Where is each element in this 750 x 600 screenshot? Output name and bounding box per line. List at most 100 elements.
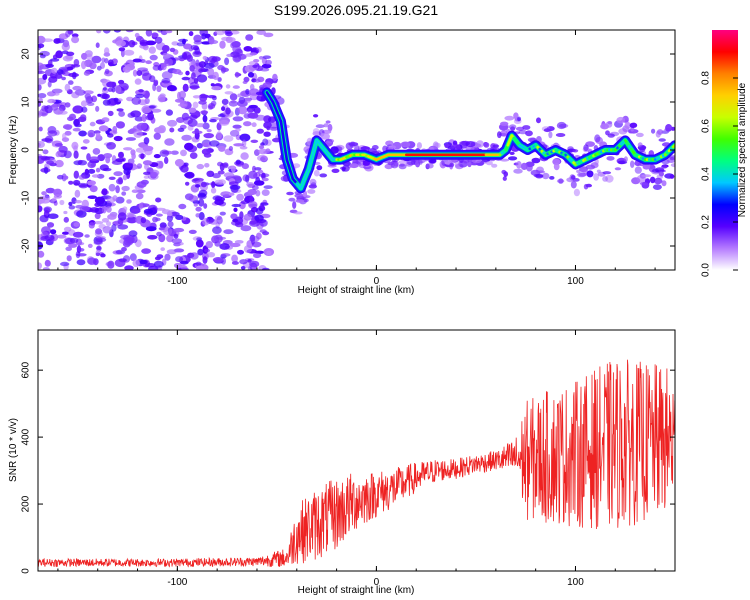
spectrogram-noise-blob — [211, 86, 222, 91]
spectrogram-halo-blob — [418, 159, 423, 165]
spectrogram-noise-blob — [209, 140, 220, 147]
spectrogram-halo-blob — [614, 167, 622, 171]
spectrogram-halo-blob — [516, 161, 522, 169]
spectrogram-noise-blob — [197, 192, 207, 198]
spectrogram-noise-blob — [64, 130, 72, 136]
spectrogram-noise-blob — [262, 231, 270, 236]
spectrogram-noise-blob — [53, 38, 61, 44]
spectrogram-noise-blob — [252, 165, 256, 173]
spectrogram-noise-blob — [106, 81, 116, 88]
spectrogram-noise-blob — [103, 153, 113, 159]
spectrogram-noise-blob — [180, 149, 187, 157]
spectrogram-noise-blob — [38, 250, 45, 258]
spectrogram-noise-blob — [56, 69, 64, 75]
spectrogram-noise-blob — [132, 259, 140, 268]
spectrogram-noise-blob — [95, 105, 100, 112]
spectrogram-noise-blob — [105, 156, 111, 164]
spectrogram-noise-blob — [225, 84, 231, 89]
spectrogram-noise-blob — [38, 35, 46, 44]
spectrogram-noise-blob — [106, 196, 116, 204]
spectrogram-noise-blob — [134, 78, 142, 85]
spectrogram-noise-blob — [53, 92, 60, 96]
spectrogram-noise-blob — [87, 129, 96, 138]
spectrogram-noise-blob — [74, 189, 81, 198]
spectrogram-halo-blob — [504, 115, 515, 121]
spectrogram-noise-blob — [246, 182, 255, 187]
spectrogram-noise-blob — [42, 267, 50, 270]
spectrogram-noise-blob — [195, 206, 202, 212]
spectrogram-y-ticks: -20 -10 0 10 20 — [21, 48, 675, 253]
spectrogram-noise-blob — [95, 237, 107, 243]
spectrogram-noise-blob — [255, 114, 266, 121]
snr-y-label: SNR (10 * v/v) — [8, 418, 19, 482]
spectrogram-halo-blob — [670, 163, 675, 168]
spectrogram-noise-blob — [175, 214, 184, 220]
spectrogram-noise-blob — [73, 222, 80, 227]
spectrogram-noise-blob — [88, 222, 95, 229]
spectrogram-halo-blob — [596, 169, 601, 173]
spectrogram-noise-blob — [131, 96, 142, 105]
spectrogram-noise-blob — [59, 261, 70, 267]
spectrogram-noise-blob — [115, 85, 122, 94]
spectrogram-noise-blob — [254, 167, 262, 171]
spectrogram-noise-blob — [256, 95, 262, 101]
spectrogram-noise-blob — [50, 58, 60, 62]
spectrogram-noise-blob — [130, 209, 141, 214]
spectrogram-noise-blob — [237, 100, 248, 107]
spectrogram-noise-blob — [113, 135, 123, 142]
spectrogram-halo-blob — [513, 168, 523, 174]
spectrogram-noise-blob — [155, 197, 162, 203]
spectrogram-halo-blob — [606, 156, 615, 161]
spectrogram-halo-blob — [669, 174, 675, 179]
spectrogram-noise-blob — [63, 150, 72, 159]
spectrogram-noise-blob — [219, 211, 226, 216]
spectrogram-noise-blob — [202, 256, 208, 264]
spectrogram-noise-blob — [145, 114, 154, 121]
spectrogram-noise-blob — [223, 229, 234, 235]
spectrogram-halo-blob — [526, 163, 533, 172]
spectrogram-noise-blob — [94, 196, 105, 205]
spectrogram-noise-blob — [156, 85, 162, 93]
spectrogram-noise-blob — [47, 130, 58, 137]
spectrogram-halo-blob — [465, 141, 476, 148]
spectrogram-halo-blob — [555, 133, 566, 137]
spectrogram-noise-blob — [188, 229, 197, 234]
spectrogram-noise-blob — [203, 203, 208, 209]
spectrogram-halo-blob — [497, 131, 502, 139]
spectrogram-halo-blob — [388, 145, 396, 150]
spectrogram-noise-blob — [104, 47, 110, 55]
spectrogram-noise-blob — [107, 87, 114, 92]
spectrogram-noise-blob — [127, 158, 135, 164]
spectrogram-halo-blob — [656, 129, 664, 135]
spectrogram-noise-blob — [88, 156, 100, 161]
spectrogram-noise-blob — [72, 71, 77, 80]
spectrogram-noise-blob — [149, 75, 156, 83]
spectrogram-halo-blob — [536, 117, 541, 124]
spectrogram-noise-blob — [202, 115, 208, 123]
spectrogram-noise-blob — [87, 195, 98, 199]
spectrogram-noise-blob — [122, 206, 128, 212]
spectrogram-noise-blob — [167, 85, 177, 92]
spectrogram-noise-blob — [217, 64, 225, 71]
spectrogram-noise-blob — [230, 213, 238, 220]
spectrogram-noise-blob — [80, 114, 87, 121]
spectrogram-halo-blob — [295, 199, 305, 203]
spectrogram-noise-blob — [122, 66, 131, 73]
spectrogram-halo-blob — [467, 161, 472, 168]
spectrogram-noise-blob — [196, 265, 205, 270]
spectrogram-noise-blob — [38, 84, 42, 91]
spectrogram-noise-blob — [217, 113, 226, 118]
spectrogram-halo-blob — [570, 175, 576, 180]
x-tick-label: -100 — [167, 577, 187, 588]
spectrogram-halo-blob — [313, 114, 319, 118]
spectrogram-noise-blob — [223, 172, 235, 178]
spectrogram-halo-blob — [483, 142, 490, 148]
spectrogram-noise-blob — [189, 81, 199, 90]
spectrogram-noise-blob — [154, 36, 163, 44]
spectrogram-noise-blob — [211, 181, 216, 189]
spectrogram-blobs — [38, 30, 675, 270]
spectrogram-noise-blob — [140, 217, 147, 224]
spectrogram-noise-blob — [76, 259, 86, 266]
spectrogram-noise-blob — [181, 76, 190, 81]
